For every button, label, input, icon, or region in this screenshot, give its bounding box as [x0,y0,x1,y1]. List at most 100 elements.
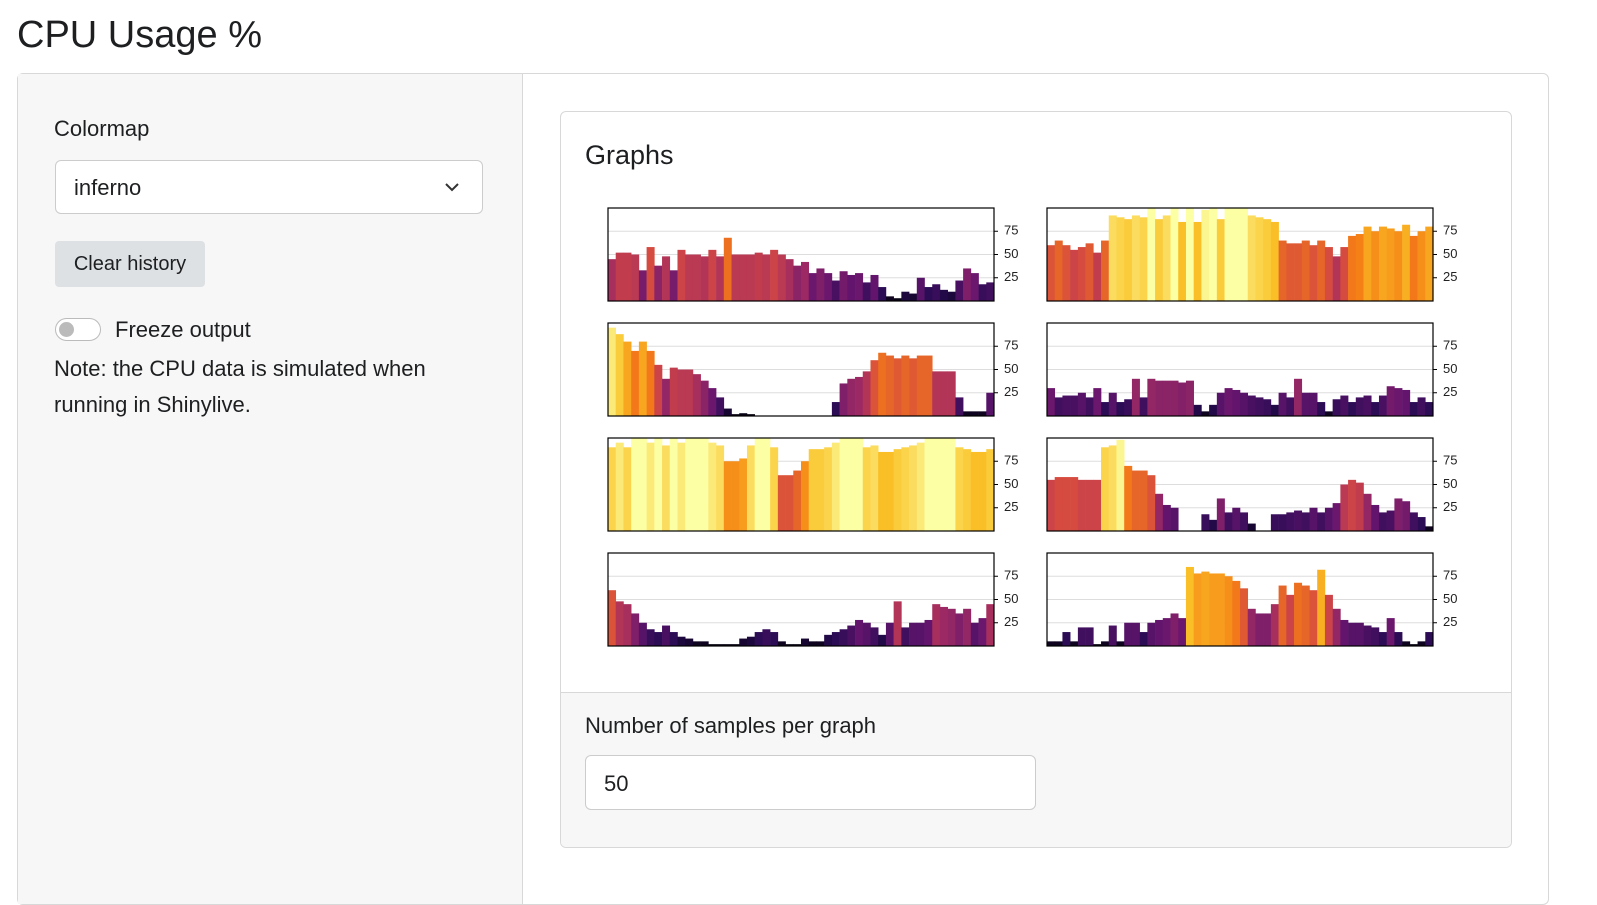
bar [1386,228,1395,301]
bar [1294,243,1303,301]
bar [839,438,848,531]
bar [924,355,933,416]
bar [1409,402,1418,416]
bar [816,641,825,646]
bar [1147,475,1156,531]
bar [916,355,925,416]
bar [955,280,964,301]
bar [692,374,701,416]
bar [1162,215,1171,301]
bar [1348,622,1357,646]
bar [716,644,725,646]
clear-button[interactable]: Clear history [55,241,205,287]
y-tick-label: 25 [1443,614,1457,629]
bar [631,438,640,531]
bar [909,293,918,301]
y-tick-label: 75 [1004,453,1018,468]
bar [1047,388,1056,416]
bar [947,371,956,416]
page-title: CPU Usage % [17,14,262,56]
y-tick-label: 25 [1004,384,1018,399]
bar [878,352,887,416]
bar [1201,514,1210,531]
bar [1108,625,1117,646]
bar [1409,644,1418,646]
bar [1185,208,1194,301]
bar [916,442,925,531]
bar [1077,247,1086,301]
bar [824,634,833,646]
bar [932,371,941,416]
bar [801,461,810,531]
bar [963,449,972,531]
bar [808,641,817,646]
bar [1363,625,1372,646]
bar [746,636,755,646]
bar [847,438,856,531]
bar [1047,245,1056,301]
bar [1417,231,1426,301]
bar [939,371,948,416]
bar [1355,397,1364,416]
bar [978,411,987,416]
freeze-toggle[interactable] [55,318,101,341]
bar [909,358,918,416]
bar [1425,226,1434,301]
bar [623,341,632,416]
samples-label: Number of samples per graph [585,713,877,738]
bar [1116,641,1125,646]
bar [793,644,802,646]
bar [1409,512,1418,531]
bar [669,632,678,646]
bar [831,280,840,301]
bar [885,296,894,301]
bar [646,629,655,646]
bar [1324,411,1333,416]
bar [1255,613,1264,646]
bar [1085,627,1094,646]
bar [662,378,671,416]
bar [1147,208,1156,301]
bar [909,622,918,646]
bar [986,392,995,416]
bar [1240,512,1249,531]
bar [1301,512,1310,531]
bar [1054,477,1063,531]
bar [1047,641,1056,646]
bar [893,358,902,416]
bar [1332,608,1341,646]
colormap-label: Colormap [54,116,150,141]
bar [855,438,864,531]
bar [978,451,987,531]
bar [862,447,871,531]
bar [1108,215,1117,301]
bar [1185,566,1194,646]
bar [700,256,709,301]
bar [1093,479,1102,531]
bar [731,414,740,416]
bar [1062,395,1071,416]
samples-input[interactable]: 50 [585,755,1036,810]
bar [646,350,655,416]
bar [785,644,794,646]
y-tick-label: 50 [1443,591,1457,606]
bar [1309,392,1318,416]
plot-frame [607,207,995,302]
bar [893,298,902,301]
bar [1363,493,1372,531]
bar [1286,397,1295,416]
bar [1116,439,1125,531]
bar [885,622,894,646]
bar [723,237,732,301]
bar [1386,618,1395,646]
colormap-select[interactable]: inferno [55,160,483,214]
bar [1170,613,1179,646]
bar [1077,627,1086,646]
bar [1286,594,1295,646]
bar [723,408,732,416]
bar [1124,219,1133,301]
plot-frame [1046,437,1434,532]
bar [754,438,763,531]
select-value: inferno [74,175,142,200]
bar [901,355,910,416]
